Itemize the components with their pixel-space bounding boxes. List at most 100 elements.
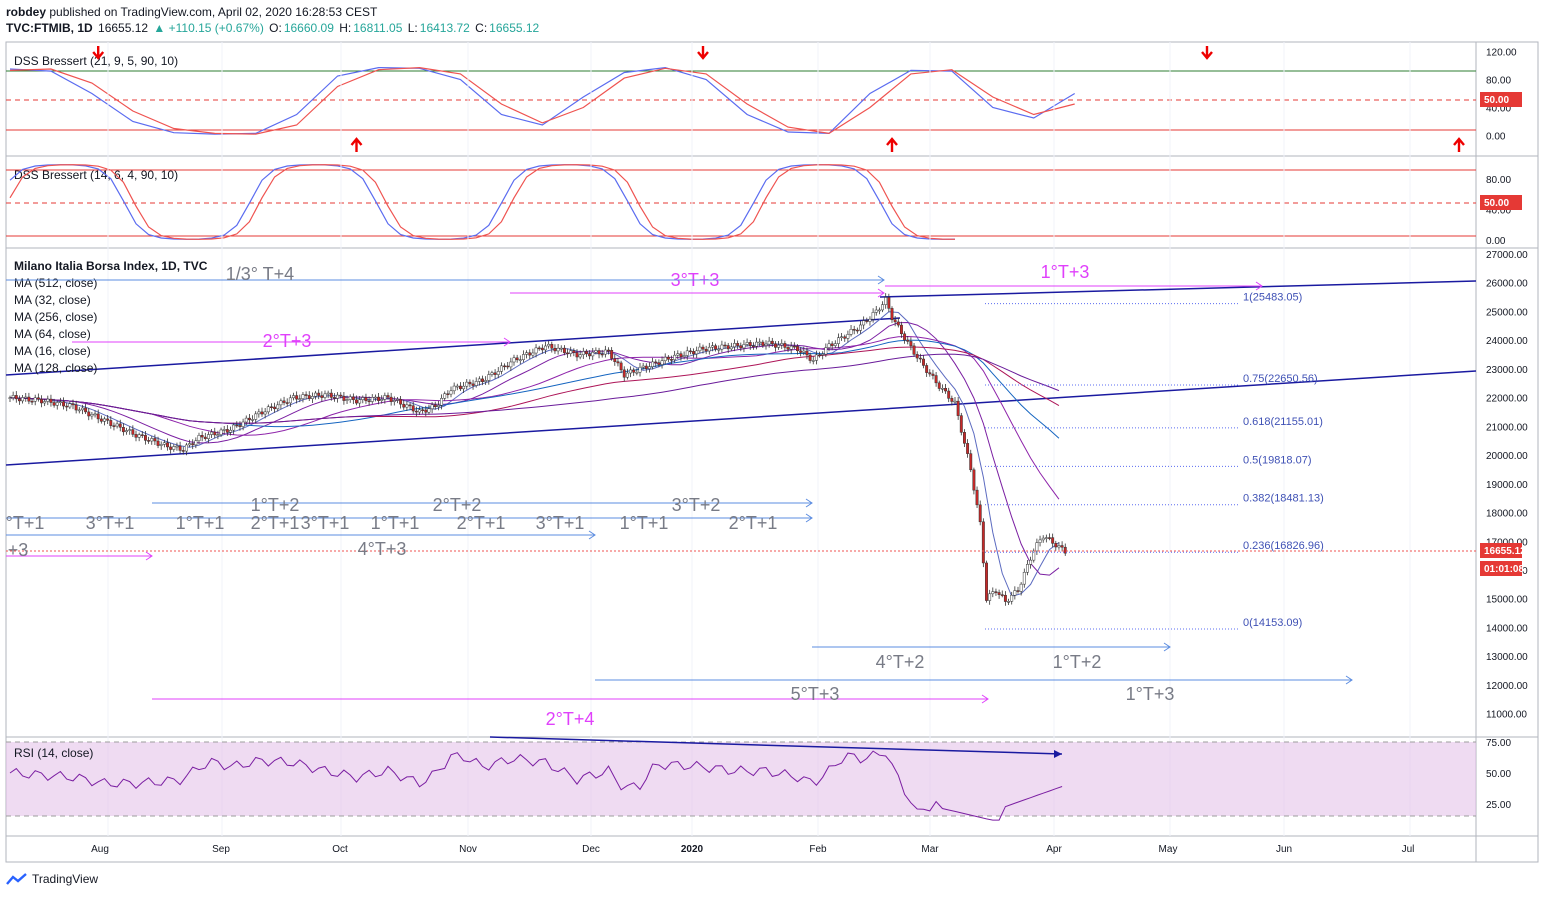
candle-body [348, 396, 352, 400]
candle-body [956, 400, 960, 416]
brand-label[interactable]: TradingView [32, 872, 99, 886]
cycle-label-gray: 1°T+3 [1126, 684, 1175, 704]
fib-label: 0.382(18481.13) [1243, 493, 1324, 505]
main-pane[interactable]: 1(25483.05) 0.75(22650.56) 0.618(21155.01)… [5, 42, 1477, 836]
candle-body [843, 336, 847, 339]
candle-body [140, 434, 144, 436]
time-axis[interactable]: Aug Sep Oct Nov Dec 2020 Feb Mar Apr May Jun Jul [91, 844, 1414, 855]
candle-body [219, 429, 223, 435]
candle-body [751, 345, 755, 348]
candle-body [266, 406, 270, 413]
candle-body [468, 381, 472, 385]
dss1-level-badge-bg [1480, 92, 1522, 107]
candle-body [1019, 583, 1023, 592]
candle-body [789, 345, 793, 350]
ma-legend-item: MA (16, close) [14, 344, 91, 358]
dss2-series-blue [9, 164, 956, 240]
candle-body [909, 341, 913, 347]
candle-body [178, 445, 182, 451]
candle-body [386, 395, 390, 398]
candle-body [1003, 594, 1007, 602]
main-tick: 19000.00 [1486, 480, 1528, 491]
candle-body [925, 365, 929, 373]
candle-body [632, 369, 636, 373]
candle-body [345, 399, 349, 401]
candle-body [484, 380, 488, 382]
rsi-pane[interactable]: RSI (14, close) [6, 736, 1476, 821]
candle-body [644, 365, 648, 369]
candle-body [436, 405, 440, 407]
candle-body [222, 429, 226, 431]
candle-body [824, 347, 828, 355]
time-axis-label: Aug [91, 844, 109, 855]
candle-body [638, 366, 642, 373]
author-name[interactable]: robdey [6, 5, 47, 19]
candle-body [572, 350, 576, 353]
candle-body [329, 392, 333, 398]
cycle-label-gray: 1°T+1 [371, 513, 420, 533]
candle-body [963, 432, 966, 444]
candle-body [877, 309, 881, 312]
candle-body [477, 378, 481, 382]
candle-body [194, 440, 198, 446]
candle-body [251, 419, 255, 421]
time-axis-label: 2020 [681, 844, 704, 855]
candle-body [1057, 545, 1061, 548]
arrow-up-icon [886, 137, 898, 152]
candle-body [11, 395, 15, 398]
candle-body [1013, 590, 1017, 596]
candle-body [74, 404, 78, 411]
candle-body [396, 399, 399, 401]
cycle-label-gray: 5°T+3 [791, 684, 840, 704]
dss2-pane[interactable]: DSS Bressert (14, 6, 4, 90, 10) [6, 164, 1476, 240]
candle-body [43, 401, 47, 404]
candle-body [358, 399, 362, 404]
candle-body [462, 385, 466, 390]
candle-body [780, 343, 784, 346]
candle-body [537, 347, 541, 350]
candle-body [18, 398, 21, 402]
candle-body [783, 343, 787, 348]
candle-body [972, 469, 976, 491]
cycle-label-magenta: 2°T+4 [546, 709, 595, 729]
candle-body [414, 410, 418, 413]
candle-body [569, 350, 573, 354]
main-tick: 22000.00 [1486, 394, 1528, 405]
time-axis-label: Oct [332, 844, 348, 855]
candle-body [229, 429, 232, 433]
candle-body [446, 393, 450, 395]
candle-body [770, 340, 774, 345]
candle-body [673, 354, 677, 361]
cycle-label-gray: 2°T+2 [433, 495, 482, 515]
candle-body [471, 383, 475, 386]
candle-body [887, 297, 891, 309]
candle-body [830, 343, 834, 346]
candle-body [915, 354, 919, 359]
candle-body [512, 357, 516, 363]
candle-body [950, 398, 954, 402]
dss1-title: DSS Bressert (21, 9, 5, 90, 10) [14, 54, 178, 68]
candle-body [742, 344, 746, 349]
candle-body [575, 352, 579, 358]
candle-body [433, 404, 437, 407]
candle-body [103, 418, 106, 422]
dss1-pane[interactable]: DSS Bressert (21, 9, 5, 90, 10) [6, 46, 1545, 152]
candle-body [112, 425, 116, 427]
candle-body [367, 400, 371, 403]
ma-legend-item: MA (256, close) [14, 310, 97, 324]
candle-body [213, 431, 217, 436]
candle-body [827, 343, 831, 348]
candle-body [326, 392, 330, 395]
cycle-label-gray: 1°T+1 [620, 513, 669, 533]
upper-channel-line [5, 317, 901, 376]
chart-frame [5, 41, 1539, 863]
dss1-series-blue [9, 66, 1076, 135]
candle-body [818, 354, 821, 357]
cycle-arrow-2t3-head [503, 337, 511, 347]
fib-label: 0(14153.09) [1243, 617, 1302, 629]
candle-body [896, 321, 900, 326]
main-tick: 23000.00 [1486, 365, 1528, 376]
candle-body [1000, 594, 1004, 596]
rsi-trend-line [489, 736, 1063, 755]
